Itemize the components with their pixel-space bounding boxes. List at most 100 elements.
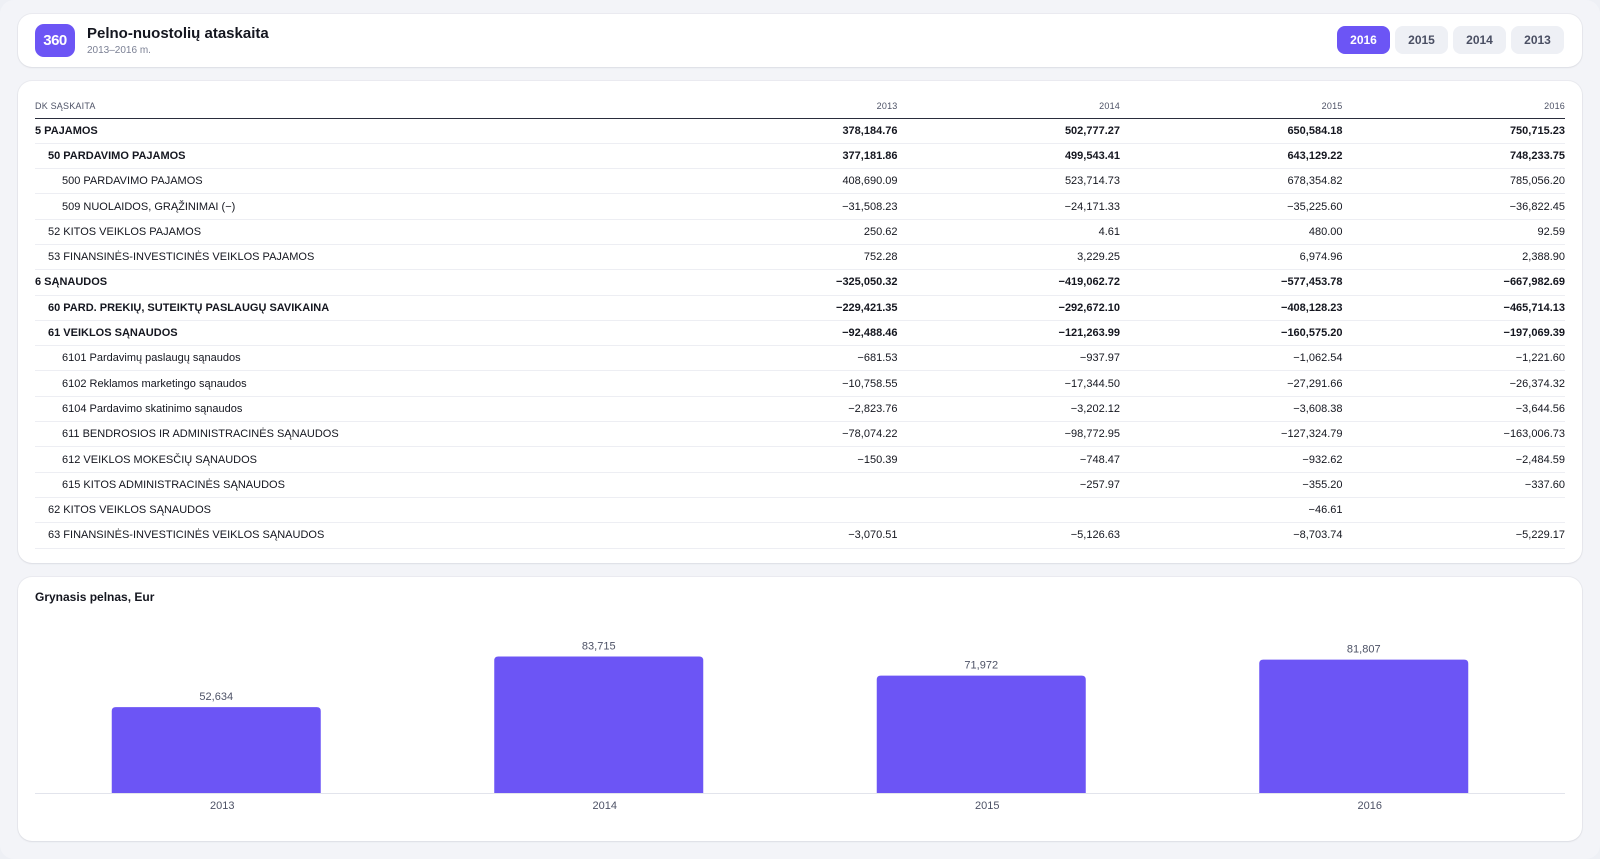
value-cell-2013: −325,050.32 <box>675 269 898 296</box>
data-label-2015: 71,972 <box>964 660 998 672</box>
x-tick-label-2014: 2014 <box>593 800 617 812</box>
value-cell-2014: −3,202.12 <box>897 396 1120 423</box>
table-row[interactable]: 60 PARD. PREKIŲ, SUTEIKTŲ PASLAUGŲ SAVIK… <box>35 295 1565 321</box>
account-cell: 6102 Reklamos marketingo sąnaudos <box>35 370 675 397</box>
value-cell-2013: 408,690.09 <box>675 168 898 195</box>
col-header-2013[interactable]: 2013 <box>675 95 898 119</box>
x-tick-label-2013: 2013 <box>210 800 234 812</box>
table-row[interactable]: 6101 Pardavimų paslaugų sąnaudos −681.53−… <box>35 345 1565 372</box>
data-label-2013: 52,634 <box>199 691 233 703</box>
account-cell: 611 BENDROSIOS IR ADMINISTRACINĖS SĄNAUD… <box>35 421 675 448</box>
value-cell-2016: −465,714.13 <box>1342 295 1565 321</box>
account-cell: 62 KITOS VEIKLOS SĄNAUDOS <box>35 497 675 524</box>
value-cell-2013: −681.53 <box>675 345 898 372</box>
page-subtitle: 2013–2016 m. <box>87 45 151 56</box>
value-cell-2014: −937.97 <box>897 345 1120 372</box>
value-cell-2013: 752.28 <box>675 244 898 271</box>
account-cell: 52 KITOS VEIKLOS PAJAMOS <box>35 219 675 245</box>
page-title: Pelno-nuostolių ataskaita <box>87 25 269 42</box>
app-logo: 360 <box>35 24 75 57</box>
value-cell-2015: −46.61 <box>1120 497 1343 524</box>
value-cell-2013 <box>675 472 898 498</box>
value-cell-2016: −197,069.39 <box>1342 320 1565 347</box>
value-cell-2016: −1,221.60 <box>1342 345 1565 372</box>
value-cell-2016: 2,388.90 <box>1342 244 1565 271</box>
data-label-2016: 81,807 <box>1347 644 1381 656</box>
year-tab-2015[interactable]: 2015 <box>1395 26 1448 54</box>
year-tab-2013[interactable]: 2013 <box>1511 26 1564 54</box>
value-cell-2016: −3,644.56 <box>1342 396 1565 423</box>
year-tabs: 2016 2015 2014 2013 <box>1337 26 1564 54</box>
col-header-account[interactable]: DK SĄSKAITA <box>35 95 675 119</box>
value-cell-2015: −408,128.23 <box>1120 295 1343 321</box>
table-body: 5 PAJAMOS 378,184.76 502,777.27 650,584.18 7… <box>35 118 1565 549</box>
value-cell-2013: 377,181.86 <box>675 143 898 170</box>
value-cell-2016: −667,982.69 <box>1342 269 1565 296</box>
table-row[interactable]: 612 VEIKLOS MOKESČIŲ SĄNAUDOS −150.39 −748… <box>35 446 1565 473</box>
value-cell-2016: −337.60 <box>1342 472 1565 498</box>
value-cell-2013: −229,421.35 <box>675 295 898 321</box>
value-cell-2016: 750,715.23 <box>1342 118 1565 144</box>
table-row[interactable]: 611 BENDROSIOS IR ADMINISTRACINĖS SĄNAUD… <box>35 421 1565 448</box>
account-cell: 612 VEIKLOS MOKESČIŲ SĄNAUDOS <box>35 446 675 473</box>
data-label-2014: 83,715 <box>582 640 616 652</box>
value-cell-2015: 480.00 <box>1120 219 1343 245</box>
table-row[interactable]: 509 NUOLAIDOS, GRĄŽINIMAI (−) −31,508.23−… <box>35 193 1565 220</box>
table-row[interactable]: 61 VEIKLOS SĄNAUDOS −92,488.46 −121,263.99… <box>35 320 1565 347</box>
table-row[interactable]: 500 PARDAVIMO PAJAMOS 408,690.09 523,714.7… <box>35 168 1565 195</box>
value-cell-2014: −748.47 <box>897 446 1120 473</box>
account-cell: 60 PARD. PREKIŲ, SUTEIKTŲ PASLAUGŲ SAVIK… <box>35 295 675 321</box>
value-cell-2013: 250.62 <box>675 219 898 245</box>
table-row[interactable]: 52 KITOS VEIKLOS PAJAMOS 250.62 4.61 480.00… <box>35 219 1565 245</box>
bar-2013[interactable] <box>111 707 321 793</box>
value-cell-2016: −2,484.59 <box>1342 446 1565 473</box>
value-cell-2015: −160,575.20 <box>1120 320 1343 347</box>
value-cell-2015: −3,608.38 <box>1120 396 1343 423</box>
value-cell-2014: −292,672.10 <box>897 295 1120 321</box>
account-cell: 500 PARDAVIMO PAJAMOS <box>35 168 675 195</box>
year-tab-2014[interactable]: 2014 <box>1453 26 1506 54</box>
table-row[interactable]: 53 FINANSINĖS-INVESTICINĖS VEIKLOS PAJAM… <box>35 244 1565 271</box>
value-cell-2013: −150.39 <box>675 446 898 473</box>
value-cell-2016 <box>1342 497 1565 524</box>
account-cell: 509 NUOLAIDOS, GRĄŽINIMAI (−) <box>35 193 675 220</box>
value-cell-2014: 3,229.25 <box>897 244 1120 271</box>
value-cell-2016: 785,056.20 <box>1342 168 1565 195</box>
bar-2015[interactable] <box>876 675 1086 793</box>
value-cell-2013: −78,074.22 <box>675 421 898 448</box>
value-cell-2014: −419,062.72 <box>897 269 1120 296</box>
account-cell: 615 KITOS ADMINISTRACINĖS SĄNAUDOS <box>35 472 675 498</box>
table-row[interactable]: 5 PAJAMOS 378,184.76 502,777.27 650,584.18 7… <box>35 118 1565 144</box>
bar-2016[interactable] <box>1259 659 1469 793</box>
value-cell-2015: 678,354.82 <box>1120 168 1343 195</box>
value-cell-2013: −3,070.51 <box>675 522 898 549</box>
col-header-2014[interactable]: 2014 <box>897 95 1120 119</box>
table-row[interactable]: 6 SĄNAUDOS −325,050.32 −419,062.72 −577,453… <box>35 269 1565 296</box>
col-header-2015[interactable]: 2015 <box>1120 95 1343 119</box>
value-cell-2016: −163,006.73 <box>1342 421 1565 448</box>
bar-2014[interactable] <box>494 656 704 793</box>
table-row[interactable]: 50 PARDAVIMO PAJAMOS 377,181.86 499,543.41… <box>35 143 1565 170</box>
value-cell-2013: −10,758.55 <box>675 370 898 397</box>
table-row[interactable]: 6102 Reklamos marketingo sąnaudos −10,758… <box>35 370 1565 397</box>
value-cell-2015: −27,291.66 <box>1120 370 1343 397</box>
value-cell-2015: −577,453.78 <box>1120 269 1343 296</box>
table-row[interactable]: 615 KITOS ADMINISTRACINĖS SĄNAUDOS −257.9… <box>35 472 1565 498</box>
value-cell-2014: −121,263.99 <box>897 320 1120 347</box>
value-cell-2015: −355.20 <box>1120 472 1343 498</box>
table-row[interactable]: 6104 Pardavimo skatinimo sąnaudos −2,823.… <box>35 396 1565 423</box>
value-cell-2015: 650,584.18 <box>1120 118 1343 144</box>
table-row[interactable]: 62 KITOS VEIKLOS SĄNAUDOS −46.61 <box>35 497 1565 524</box>
account-cell: 6101 Pardavimų paslaugų sąnaudos <box>35 345 675 372</box>
account-cell: 5 PAJAMOS <box>35 118 675 144</box>
value-cell-2015: −932.62 <box>1120 446 1343 473</box>
value-cell-2015: −35,225.60 <box>1120 193 1343 220</box>
value-cell-2014: 502,777.27 <box>897 118 1120 144</box>
account-cell: 50 PARDAVIMO PAJAMOS <box>35 143 675 170</box>
col-header-2016[interactable]: 2016 <box>1342 95 1565 119</box>
header-card: 360 Pelno-nuostolių ataskaita 2013–2016 … <box>18 14 1582 67</box>
year-tab-2016[interactable]: 2016 <box>1337 26 1390 54</box>
value-cell-2015: 6,974.96 <box>1120 244 1343 271</box>
table-row[interactable]: 63 FINANSINĖS-INVESTICINĖS VEIKLOS SĄNAU… <box>35 522 1565 549</box>
value-cell-2016: −36,822.45 <box>1342 193 1565 220</box>
